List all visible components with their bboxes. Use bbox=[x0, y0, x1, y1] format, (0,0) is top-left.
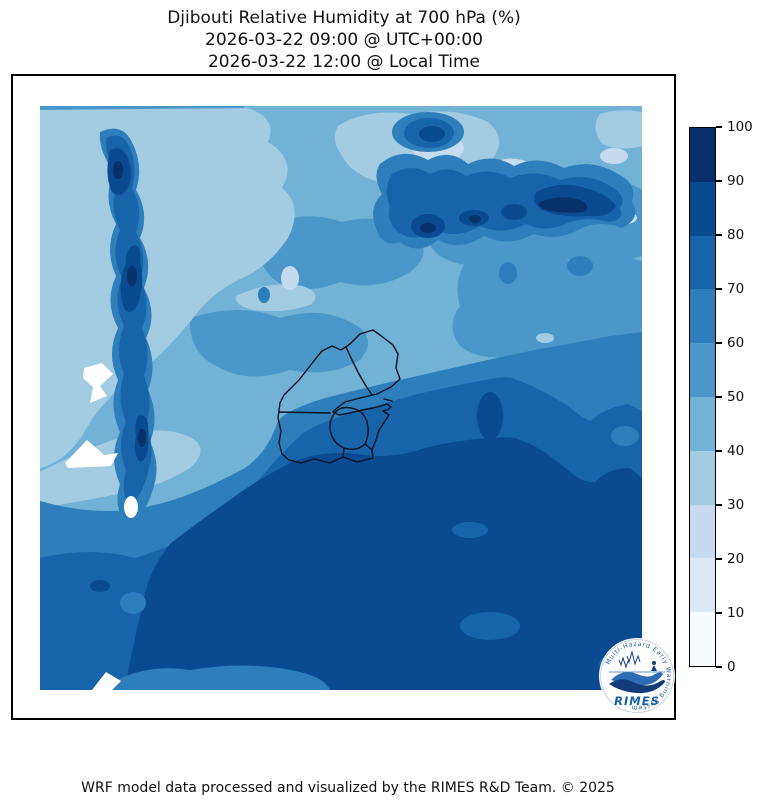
colorbar-ticklabel-90: 90 bbox=[727, 173, 745, 189]
masked-nodata-shapes bbox=[65, 363, 138, 690]
figure-title-block: Djibouti Relative Humidity at 700 hPa (%… bbox=[0, 7, 688, 73]
logo-figure-body bbox=[651, 665, 657, 671]
colorbar: 0 10 20 30 40 50 60 70 80 90 100 bbox=[689, 119, 753, 675]
colorbar-ticklabel-80: 80 bbox=[727, 227, 745, 243]
colorbar-tickmark-100 bbox=[716, 126, 722, 128]
colorbar-tickmark-70 bbox=[716, 288, 722, 290]
logo-mountain-icon bbox=[609, 679, 665, 694]
contour-band-90-100 bbox=[113, 161, 588, 447]
colorbar-tickmark-30 bbox=[716, 504, 722, 506]
colorbar-tickmark-20 bbox=[716, 558, 722, 560]
colorbar-band-30-40 bbox=[690, 450, 715, 505]
djibouti-outer-border bbox=[277, 329, 401, 464]
colorbar-band-80-90 bbox=[690, 181, 715, 236]
colorbar-ticklabel-20: 20 bbox=[727, 551, 745, 567]
colorbar-tickmark-80 bbox=[716, 234, 722, 236]
logo-ring bbox=[600, 639, 674, 713]
logo-seismogram-icon-2 bbox=[618, 656, 629, 669]
figure-title: Djibouti Relative Humidity at 700 hPa (%… bbox=[167, 8, 521, 28]
colorbar-ticklabel-60: 60 bbox=[727, 335, 745, 351]
colorbar-ticklabel-40: 40 bbox=[727, 443, 745, 459]
colorbar-band-60-70 bbox=[690, 289, 715, 344]
region-border-alisabieh bbox=[342, 398, 393, 458]
rimes-logo: Multi-Hazard Early Warning System RIMES bbox=[597, 636, 677, 716]
colorbar-tickmark-10 bbox=[716, 612, 722, 614]
colorbar-band-40-50 bbox=[690, 396, 715, 451]
region-border-obock bbox=[345, 346, 373, 396]
djibouti-border-overlay bbox=[277, 329, 401, 464]
figure-subtitle-local: 2026-03-22 12:00 @ Local Time bbox=[207, 52, 481, 72]
colorbar-bands bbox=[689, 127, 716, 667]
colorbar-ticklabel-50: 50 bbox=[727, 389, 745, 405]
colorbar-band-50-60 bbox=[690, 343, 715, 397]
humidity-contour-map bbox=[40, 106, 642, 690]
colorbar-ticklabel-0: 0 bbox=[727, 659, 736, 675]
colorbar-band-70-80 bbox=[690, 235, 715, 290]
logo-figure-icon bbox=[652, 661, 656, 665]
colorbar-ticklabel-100: 100 bbox=[727, 119, 753, 135]
footer-credit: WRF model data processed and visualized … bbox=[81, 780, 615, 796]
colorbar-tickmark-50 bbox=[716, 396, 722, 398]
colorbar-band-0-10 bbox=[690, 612, 715, 666]
colorbar-ticklabel-70: 70 bbox=[727, 281, 745, 297]
colorbar-tickmark-60 bbox=[716, 342, 722, 344]
colorbar-ticklabel-10: 10 bbox=[727, 605, 745, 621]
logo-seismogram-icon bbox=[626, 650, 641, 666]
colorbar-tickmark-40 bbox=[716, 450, 722, 452]
figure-subtitle-utc: 2026-03-22 09:00 @ UTC+00:00 bbox=[205, 30, 483, 50]
logo-wordmark: RIMES bbox=[614, 694, 660, 708]
colorbar-ticklabel-30: 30 bbox=[727, 497, 745, 513]
colorbar-band-10-20 bbox=[690, 558, 715, 613]
region-border-dikhil bbox=[278, 411, 331, 414]
colorbar-tickmark-90 bbox=[716, 180, 722, 182]
colorbar-band-20-30 bbox=[690, 504, 715, 559]
colorbar-tickmark-0 bbox=[716, 666, 722, 668]
colorbar-band-90-100 bbox=[690, 128, 715, 182]
